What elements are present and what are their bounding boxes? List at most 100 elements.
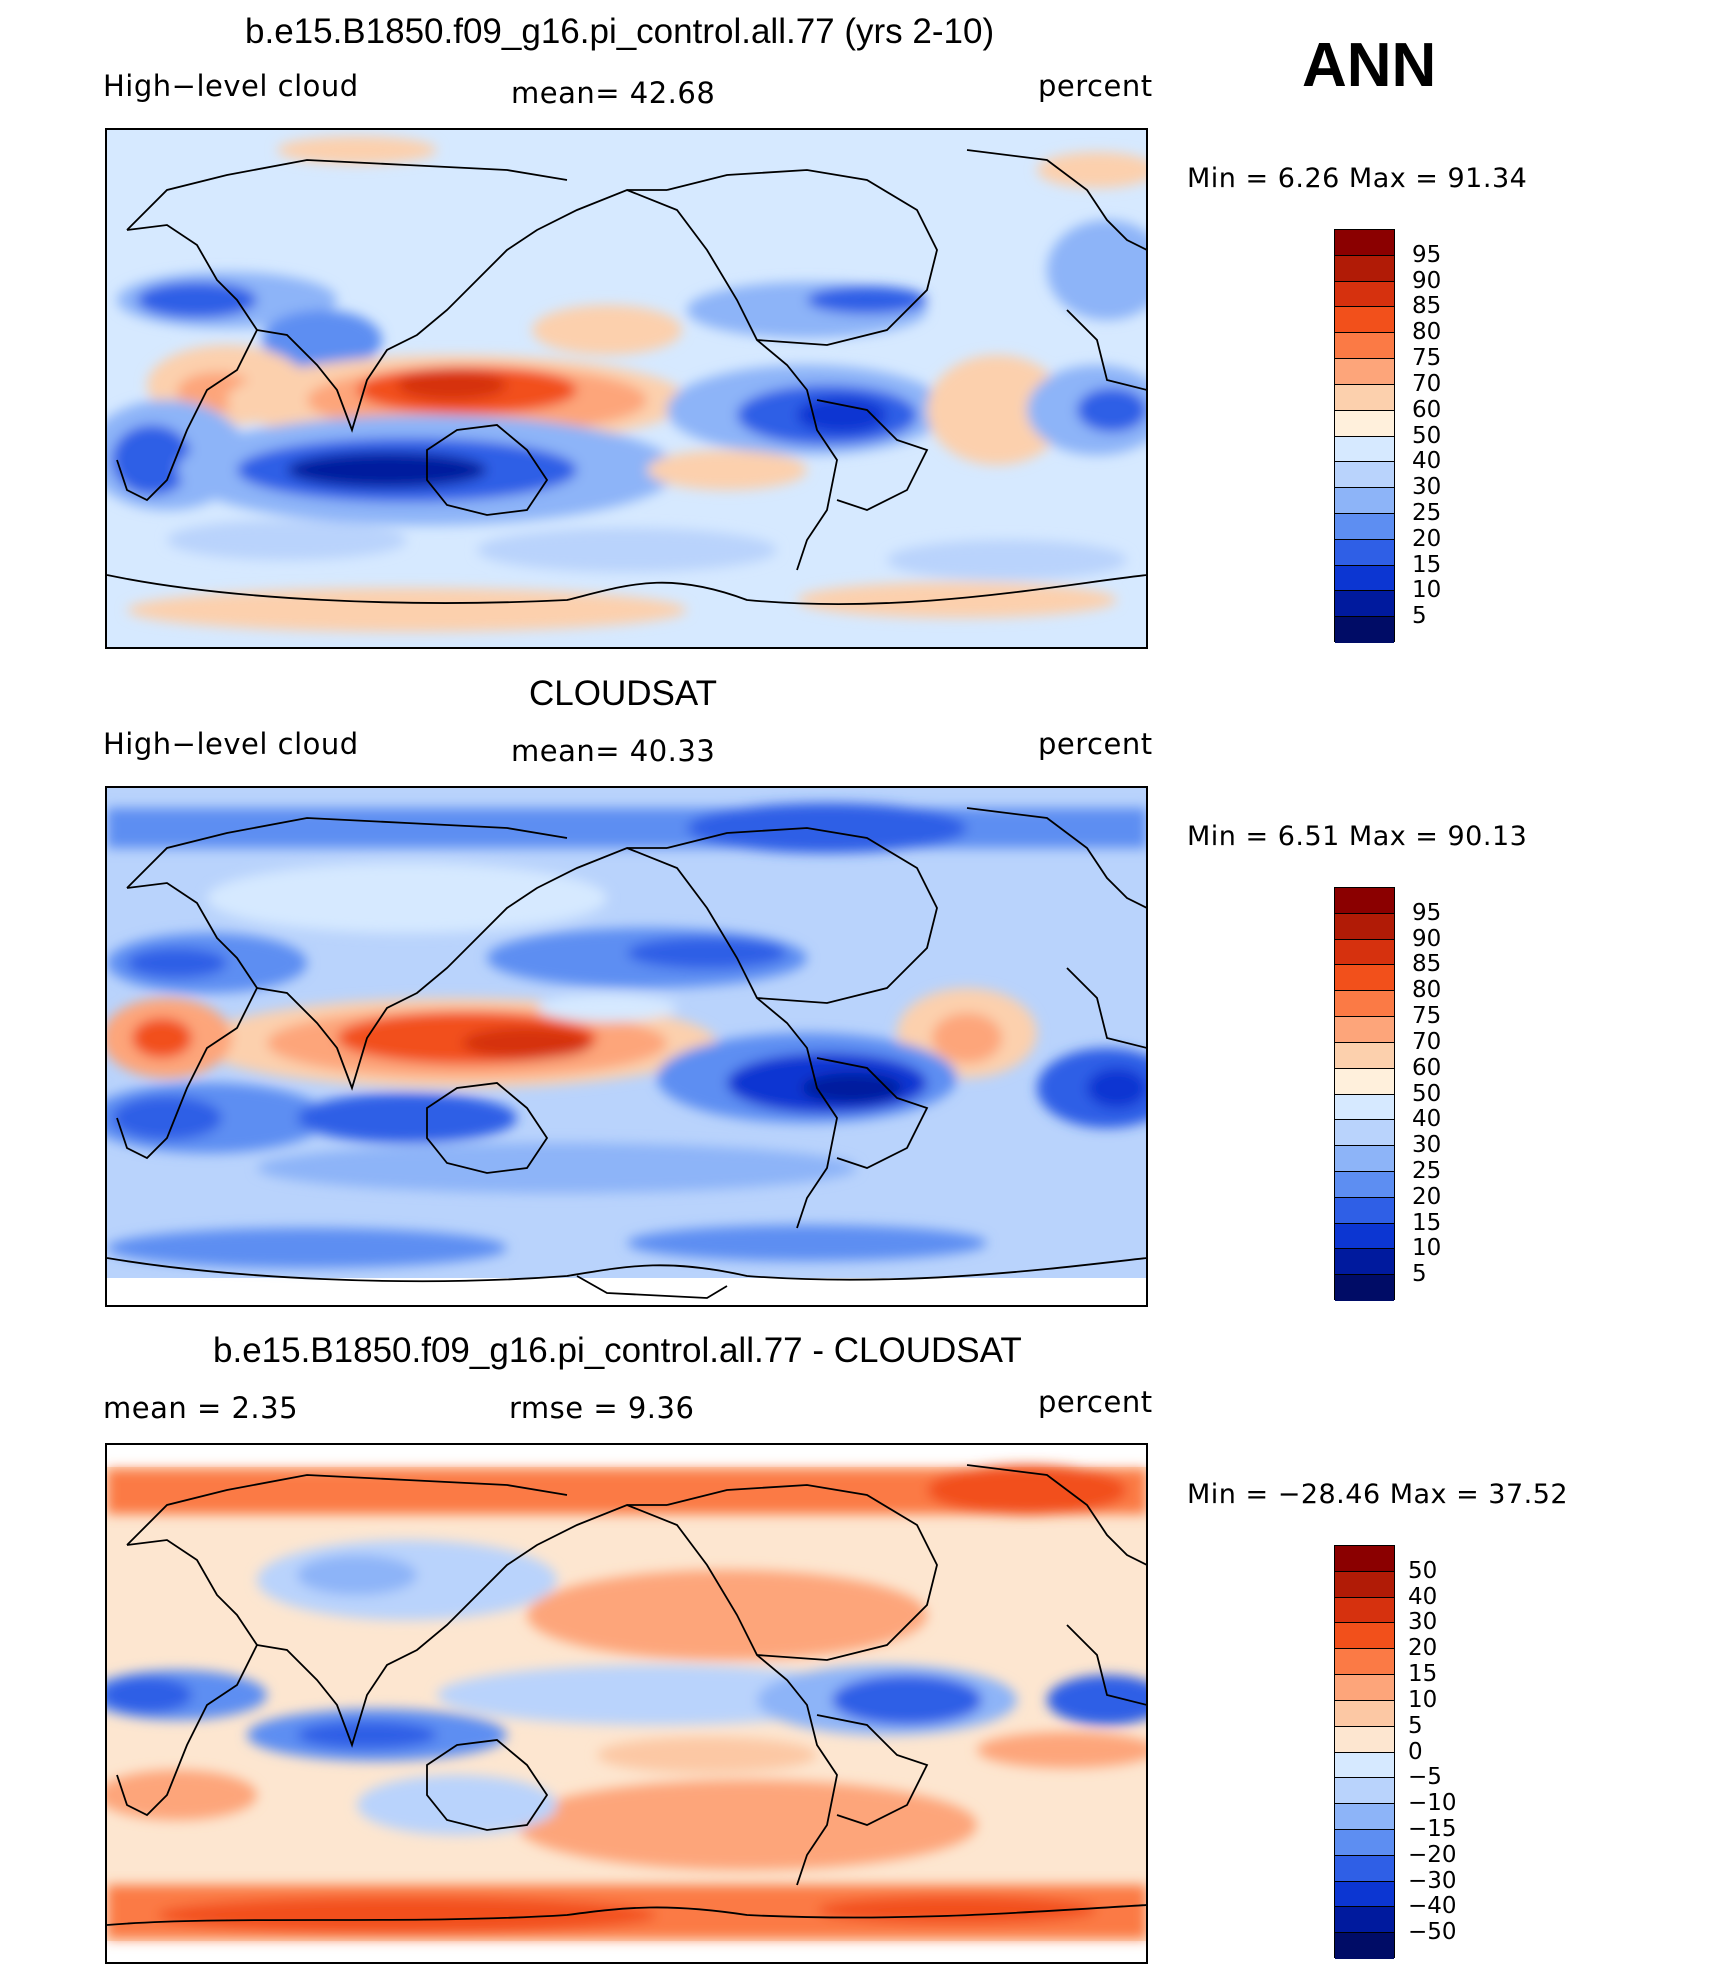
colorbar-tick-label: 25: [1412, 499, 1442, 526]
colorbar-box: [1335, 1649, 1394, 1676]
colorbar-box: [1335, 281, 1394, 308]
colorbar-tick-label: 50: [1412, 422, 1442, 449]
panel-3-minmax: Min = −28.46 Max = 37.52: [1187, 1479, 1569, 1510]
colorbar-box: [1335, 1700, 1394, 1727]
colorbar-tick-label: 25: [1412, 1157, 1442, 1184]
colorbar-box: [1335, 1120, 1394, 1147]
panel-1-left-label: High−level cloud: [103, 69, 359, 103]
colorbar-tick-label: 15: [1412, 551, 1442, 578]
colorbar-tick-label: 95: [1412, 899, 1442, 926]
colorbar-tick-label: 5: [1412, 603, 1427, 630]
colorbar-tick-label: 30: [1412, 1132, 1442, 1159]
colorbar-box: [1335, 1726, 1394, 1753]
colorbar-tick-label: 75: [1412, 345, 1442, 372]
colorbar-box: [1335, 1094, 1394, 1121]
colorbar-tick-label: 15: [1412, 1209, 1442, 1236]
colorbar-box: [1335, 333, 1394, 360]
colorbar-box: [1335, 1829, 1394, 1856]
colorbar-box: [1335, 1275, 1394, 1301]
colorbar-tick-label: 90: [1412, 925, 1442, 952]
colorbar-tick-label: 10: [1408, 1686, 1438, 1713]
colorbar-box: [1335, 410, 1394, 437]
panel-1-title: b.e15.B1850.f09_g16.pi_control.all.77 (y…: [245, 12, 995, 51]
colorbar-tick-label: 0: [1408, 1738, 1423, 1765]
colorbar-box: [1335, 436, 1394, 463]
colorbar-tick-label: 70: [1412, 370, 1442, 397]
panel-2-colorbar: [1334, 887, 1395, 1301]
colorbar-tick-label: 85: [1412, 293, 1442, 320]
colorbar-box: [1335, 307, 1394, 334]
colorbar-box: [1335, 617, 1394, 643]
colorbar-tick-label: 75: [1412, 1003, 1442, 1030]
colorbar-box: [1335, 1223, 1394, 1250]
colorbar-tick-label: −10: [1408, 1790, 1457, 1817]
colorbar-box: [1335, 1017, 1394, 1043]
colorbar-tick-label: 80: [1412, 977, 1442, 1004]
colorbar-box: [1335, 1855, 1394, 1882]
colorbar-box: [1335, 939, 1394, 966]
colorbar-box: [1335, 1778, 1394, 1805]
colorbar-box: [1335, 488, 1394, 514]
colorbar-box: [1335, 1804, 1394, 1830]
colorbar-tick-label: 60: [1412, 396, 1442, 423]
colorbar-box: [1335, 1675, 1394, 1701]
colorbar-box: [1335, 1146, 1394, 1172]
colorbar-tick-label: 20: [1412, 1183, 1442, 1210]
colorbar-box: [1335, 1597, 1394, 1624]
colorbar-box: [1335, 384, 1394, 411]
colorbar-tick-label: 5: [1412, 1261, 1427, 1288]
colorbar-box: [1335, 1907, 1394, 1934]
panel-2-mean: mean= 40.33: [511, 734, 716, 768]
panel-2-title: CLOUDSAT: [529, 674, 717, 713]
colorbar-box: [1335, 1881, 1394, 1908]
colorbar-box: [1335, 1171, 1394, 1198]
colorbar-tick-label: 50: [1408, 1557, 1438, 1584]
colorbar-tick-label: 50: [1412, 1080, 1442, 1107]
colorbar-box: [1335, 1197, 1394, 1224]
colorbar-box: [1335, 1571, 1394, 1598]
colorbar-tick-label: 40: [1412, 448, 1442, 475]
panel-1-colorbar: [1334, 229, 1395, 643]
colorbar-tick-label: 20: [1408, 1635, 1438, 1662]
colorbar-tick-label: 5: [1408, 1712, 1423, 1739]
colorbar-box: [1335, 1068, 1394, 1095]
panel-3-mean: mean = 2.35: [103, 1391, 299, 1425]
colorbar-box: [1335, 359, 1394, 385]
colorbar-tick-label: −15: [1408, 1815, 1457, 1842]
colorbar-box: [1335, 1546, 1394, 1572]
panel-2-units: percent: [1038, 727, 1153, 761]
colorbar-tick-label: 95: [1412, 241, 1442, 268]
colorbar-tick-label: −40: [1408, 1893, 1457, 1920]
colorbar-box: [1335, 230, 1394, 256]
colorbar-tick-label: −5: [1408, 1764, 1442, 1791]
panel-2-left-label: High−level cloud: [103, 727, 359, 761]
colorbar-tick-label: −30: [1408, 1867, 1457, 1894]
colorbar-box: [1335, 1933, 1394, 1959]
colorbar-tick-label: 85: [1412, 951, 1442, 978]
colorbar-tick-label: 20: [1412, 525, 1442, 552]
season-label: ANN: [1302, 31, 1437, 100]
colorbar-tick-label: 30: [1408, 1609, 1438, 1636]
panel-3-units: percent: [1038, 1385, 1153, 1419]
panel-1-mean: mean= 42.68: [511, 76, 716, 110]
colorbar-tick-label: 80: [1412, 319, 1442, 346]
colorbar-box: [1335, 539, 1394, 566]
panel-1-units: percent: [1038, 69, 1153, 103]
colorbar-tick-label: 90: [1412, 267, 1442, 294]
colorbar-tick-label: 70: [1412, 1028, 1442, 1055]
colorbar-box: [1335, 965, 1394, 992]
panel-3-colorbar: [1334, 1545, 1395, 1959]
panel-2-map: [105, 786, 1148, 1307]
colorbar-box: [1335, 1042, 1394, 1069]
colorbar-box: [1335, 1249, 1394, 1276]
panel-3-map: [105, 1443, 1148, 1964]
panel-2-minmax: Min = 6.51 Max = 90.13: [1187, 821, 1528, 852]
colorbar-box: [1335, 513, 1394, 540]
colorbar-box: [1335, 1752, 1394, 1779]
colorbar-box: [1335, 591, 1394, 618]
colorbar-tick-label: −50: [1408, 1919, 1457, 1946]
panel-3-title: b.e15.B1850.f09_g16.pi_control.all.77 - …: [213, 1331, 1022, 1370]
colorbar-tick-label: 40: [1408, 1583, 1438, 1610]
panel-1-map: [105, 128, 1148, 649]
colorbar-box: [1335, 888, 1394, 914]
